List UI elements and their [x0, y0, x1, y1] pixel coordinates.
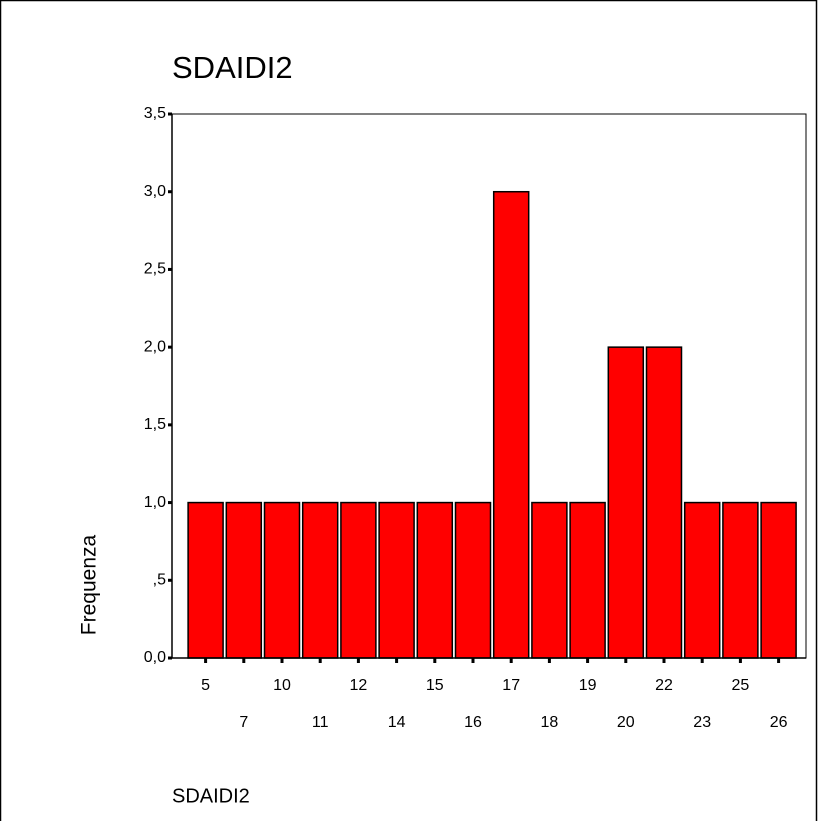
- bar: [187, 501, 224, 659]
- x-tick-label: 14: [388, 714, 406, 731]
- y-axis-label: Frequenza: [78, 534, 101, 635]
- y-tick-label: 2,0: [144, 338, 166, 355]
- x-tick-label: 11: [312, 714, 329, 731]
- x-tick-label: 20: [617, 714, 635, 731]
- bar: [760, 501, 797, 659]
- bar: [722, 501, 759, 659]
- x-tick-label: 22: [655, 677, 673, 694]
- y-tick-label: 3,5: [144, 105, 166, 122]
- x-tick-label: 5: [201, 677, 210, 694]
- y-tick-label: 0,0: [144, 649, 166, 666]
- y-tick-label: 3,0: [144, 183, 166, 200]
- x-tick-label: 7: [239, 714, 248, 731]
- bar: [492, 190, 530, 659]
- bar: [454, 501, 492, 659]
- bar: [263, 501, 301, 659]
- x-tick-label: 25: [732, 677, 750, 694]
- bar: [531, 501, 568, 659]
- bar: [340, 501, 377, 659]
- x-axis-label: SDAIDI2: [172, 785, 250, 807]
- bar: [607, 346, 645, 659]
- bar: [683, 501, 721, 659]
- bar: [225, 501, 263, 659]
- x-tick-label: 12: [350, 677, 368, 694]
- x-tick-label: 26: [770, 714, 788, 731]
- y-tick-label: ,5: [153, 572, 166, 589]
- y-tick-label: 1,5: [144, 416, 166, 433]
- bar: [569, 501, 606, 659]
- x-tick-label: 23: [693, 714, 711, 731]
- x-tick-label: 17: [502, 677, 520, 694]
- x-tick-label: 10: [273, 677, 291, 694]
- x-tick-label: 18: [541, 714, 559, 731]
- bar: [416, 501, 454, 659]
- bar: [645, 346, 683, 659]
- bar: [301, 501, 339, 659]
- x-tick-label: 16: [464, 714, 482, 731]
- x-tick-label: 19: [579, 677, 597, 694]
- x-tick-label: 15: [426, 677, 444, 694]
- bar: [378, 501, 415, 659]
- y-tick-label: 2,5: [144, 261, 166, 278]
- y-tick-label: 1,0: [144, 494, 166, 511]
- chart-title: SDAIDI2: [172, 50, 293, 85]
